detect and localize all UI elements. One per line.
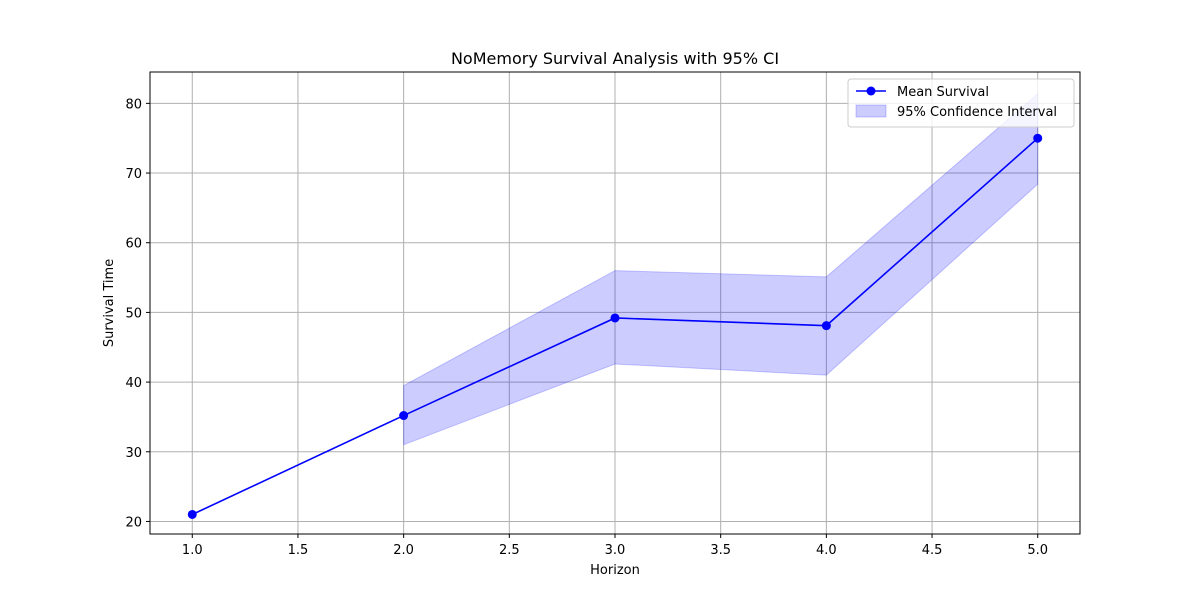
x-tick-label: 5.0 <box>1027 543 1048 558</box>
x-tick-label: 1.0 <box>182 543 203 558</box>
legend-confidence-interval-swatch <box>855 104 887 118</box>
y-tick-label: 80 <box>125 97 142 112</box>
mean-survival-point <box>187 509 197 519</box>
mean-survival-point <box>821 321 831 331</box>
x-tick-label: 4.0 <box>816 543 837 558</box>
tick-layer: 1.0 1.5 2.0 2.5 3.0 3.5 4.0 4.5 5.0 20 30 40 50 60 70 8… <box>125 97 1048 558</box>
legend-mean-survival-marker <box>866 86 876 96</box>
y-tick-label: 30 <box>125 446 142 461</box>
legend-confidence-interval-label: 95% Confidence Interval <box>897 105 1057 120</box>
chart-title: NoMemory Survival Analysis with 95% CI <box>451 49 779 68</box>
grid-layer <box>150 72 1080 534</box>
x-tick-label: 1.5 <box>288 543 309 558</box>
y-tick-label: 20 <box>125 515 142 530</box>
y-axis-label: Survival Time <box>102 259 117 347</box>
mean-survival-point <box>1033 133 1043 143</box>
mean-survival-point <box>399 411 409 421</box>
y-tick-label: 40 <box>125 376 142 391</box>
x-axis-label: Horizon <box>590 563 640 578</box>
x-tick-label: 2.0 <box>393 543 414 558</box>
y-tick-label: 70 <box>125 167 142 182</box>
x-tick-label: 3.0 <box>605 543 626 558</box>
confidence-band-layer <box>403 92 1039 446</box>
legend: Mean Survival 95% Confidence Interval <box>847 78 1075 128</box>
y-tick-label: 60 <box>125 237 142 252</box>
confidence-interval-band <box>403 92 1039 446</box>
marker-layer <box>187 133 1043 519</box>
legend-frame <box>847 78 1075 128</box>
y-tick-label: 50 <box>125 306 142 321</box>
x-tick-label: 3.5 <box>710 543 731 558</box>
mean-survival-point <box>610 313 620 323</box>
x-tick-label: 4.5 <box>922 543 943 558</box>
legend-mean-survival-label: Mean Survival <box>897 85 989 100</box>
x-tick-label: 2.5 <box>499 543 520 558</box>
